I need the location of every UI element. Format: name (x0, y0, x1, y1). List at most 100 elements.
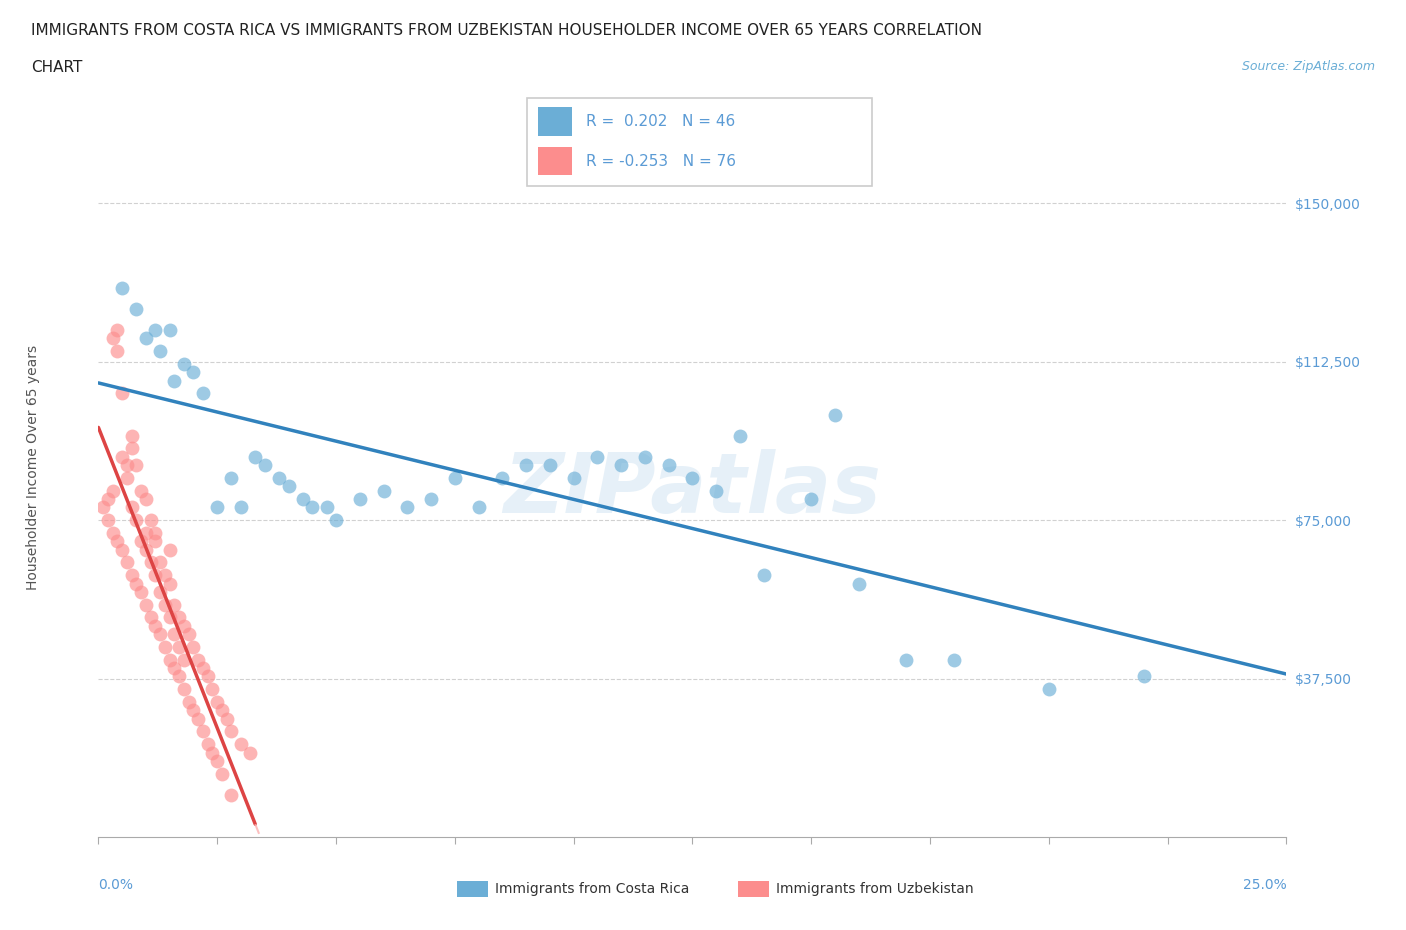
Point (111, 542, 134, 557)
Point (221, 788, 243, 803)
Point (1038, 682, 1060, 697)
Point (139, 512, 162, 527)
Point (173, 652, 195, 667)
Point (107, 344, 129, 359)
Point (183, 365, 205, 379)
Point (125, 512, 148, 527)
Point (139, 610, 162, 625)
Point (135, 492, 157, 507)
Point (135, 597, 157, 612)
Point (221, 471, 243, 485)
Text: CHART: CHART (31, 60, 83, 75)
Point (586, 449, 609, 464)
Point (135, 525, 157, 540)
Point (211, 766, 233, 781)
FancyBboxPatch shape (527, 98, 872, 186)
Point (125, 301, 148, 316)
Point (177, 695, 200, 710)
Point (153, 597, 176, 612)
Point (245, 449, 267, 464)
Text: 25.0%: 25.0% (1243, 878, 1286, 892)
Point (149, 627, 172, 642)
Point (167, 669, 190, 684)
Point (201, 682, 224, 697)
Point (515, 458, 537, 472)
Point (183, 640, 205, 655)
Point (111, 386, 134, 401)
Point (207, 695, 229, 710)
Point (215, 711, 238, 726)
Point (139, 555, 162, 570)
Point (129, 585, 152, 600)
Point (800, 492, 823, 507)
Point (634, 449, 657, 464)
Point (197, 669, 219, 684)
Point (149, 585, 172, 600)
Point (145, 567, 167, 582)
Point (301, 500, 323, 515)
Point (752, 567, 775, 582)
Point (211, 703, 233, 718)
Point (125, 458, 148, 472)
Point (467, 500, 489, 515)
Point (197, 737, 219, 751)
Point (173, 682, 195, 697)
Point (538, 458, 561, 472)
Point (153, 640, 176, 655)
Point (562, 471, 585, 485)
Point (207, 500, 229, 515)
Point (159, 652, 181, 667)
Point (115, 458, 138, 472)
Point (253, 458, 276, 472)
Point (115, 471, 138, 485)
Point (183, 703, 205, 718)
Point (163, 627, 186, 642)
Point (396, 500, 419, 515)
Point (121, 441, 143, 456)
Point (91, 500, 114, 515)
Text: R = -0.253   N = 76: R = -0.253 N = 76 (586, 153, 735, 168)
Point (201, 745, 224, 760)
Point (115, 555, 138, 570)
Text: Householder Income Over 65 years: Householder Income Over 65 years (27, 345, 41, 590)
Point (173, 618, 195, 633)
Text: Immigrants from Costa Rica: Immigrants from Costa Rica (495, 882, 689, 897)
Text: Immigrants from Uzbekistan: Immigrants from Uzbekistan (776, 882, 974, 897)
Point (610, 458, 633, 472)
Point (681, 471, 703, 485)
Point (149, 555, 172, 570)
Point (267, 471, 290, 485)
Point (167, 640, 190, 655)
Point (221, 724, 243, 738)
Point (349, 492, 371, 507)
Point (163, 597, 186, 612)
Point (373, 483, 395, 498)
Text: Source: ZipAtlas.com: Source: ZipAtlas.com (1241, 60, 1375, 73)
Point (229, 500, 252, 515)
Point (145, 534, 167, 549)
Point (277, 479, 299, 494)
Point (420, 492, 443, 507)
Point (728, 428, 751, 443)
Point (704, 483, 727, 498)
Point (107, 323, 129, 338)
Point (173, 356, 195, 371)
Point (187, 652, 209, 667)
Point (942, 652, 965, 667)
Point (101, 331, 124, 346)
Point (145, 323, 167, 338)
Point (163, 373, 186, 388)
Point (107, 534, 129, 549)
Point (167, 610, 190, 625)
Point (121, 500, 143, 515)
Point (658, 458, 681, 472)
Text: R =  0.202   N = 46: R = 0.202 N = 46 (586, 114, 735, 129)
Point (191, 724, 214, 738)
Point (129, 534, 152, 549)
Point (129, 483, 152, 498)
FancyBboxPatch shape (537, 107, 572, 136)
Point (111, 280, 134, 295)
Point (159, 610, 181, 625)
Point (191, 386, 214, 401)
Point (824, 407, 846, 422)
